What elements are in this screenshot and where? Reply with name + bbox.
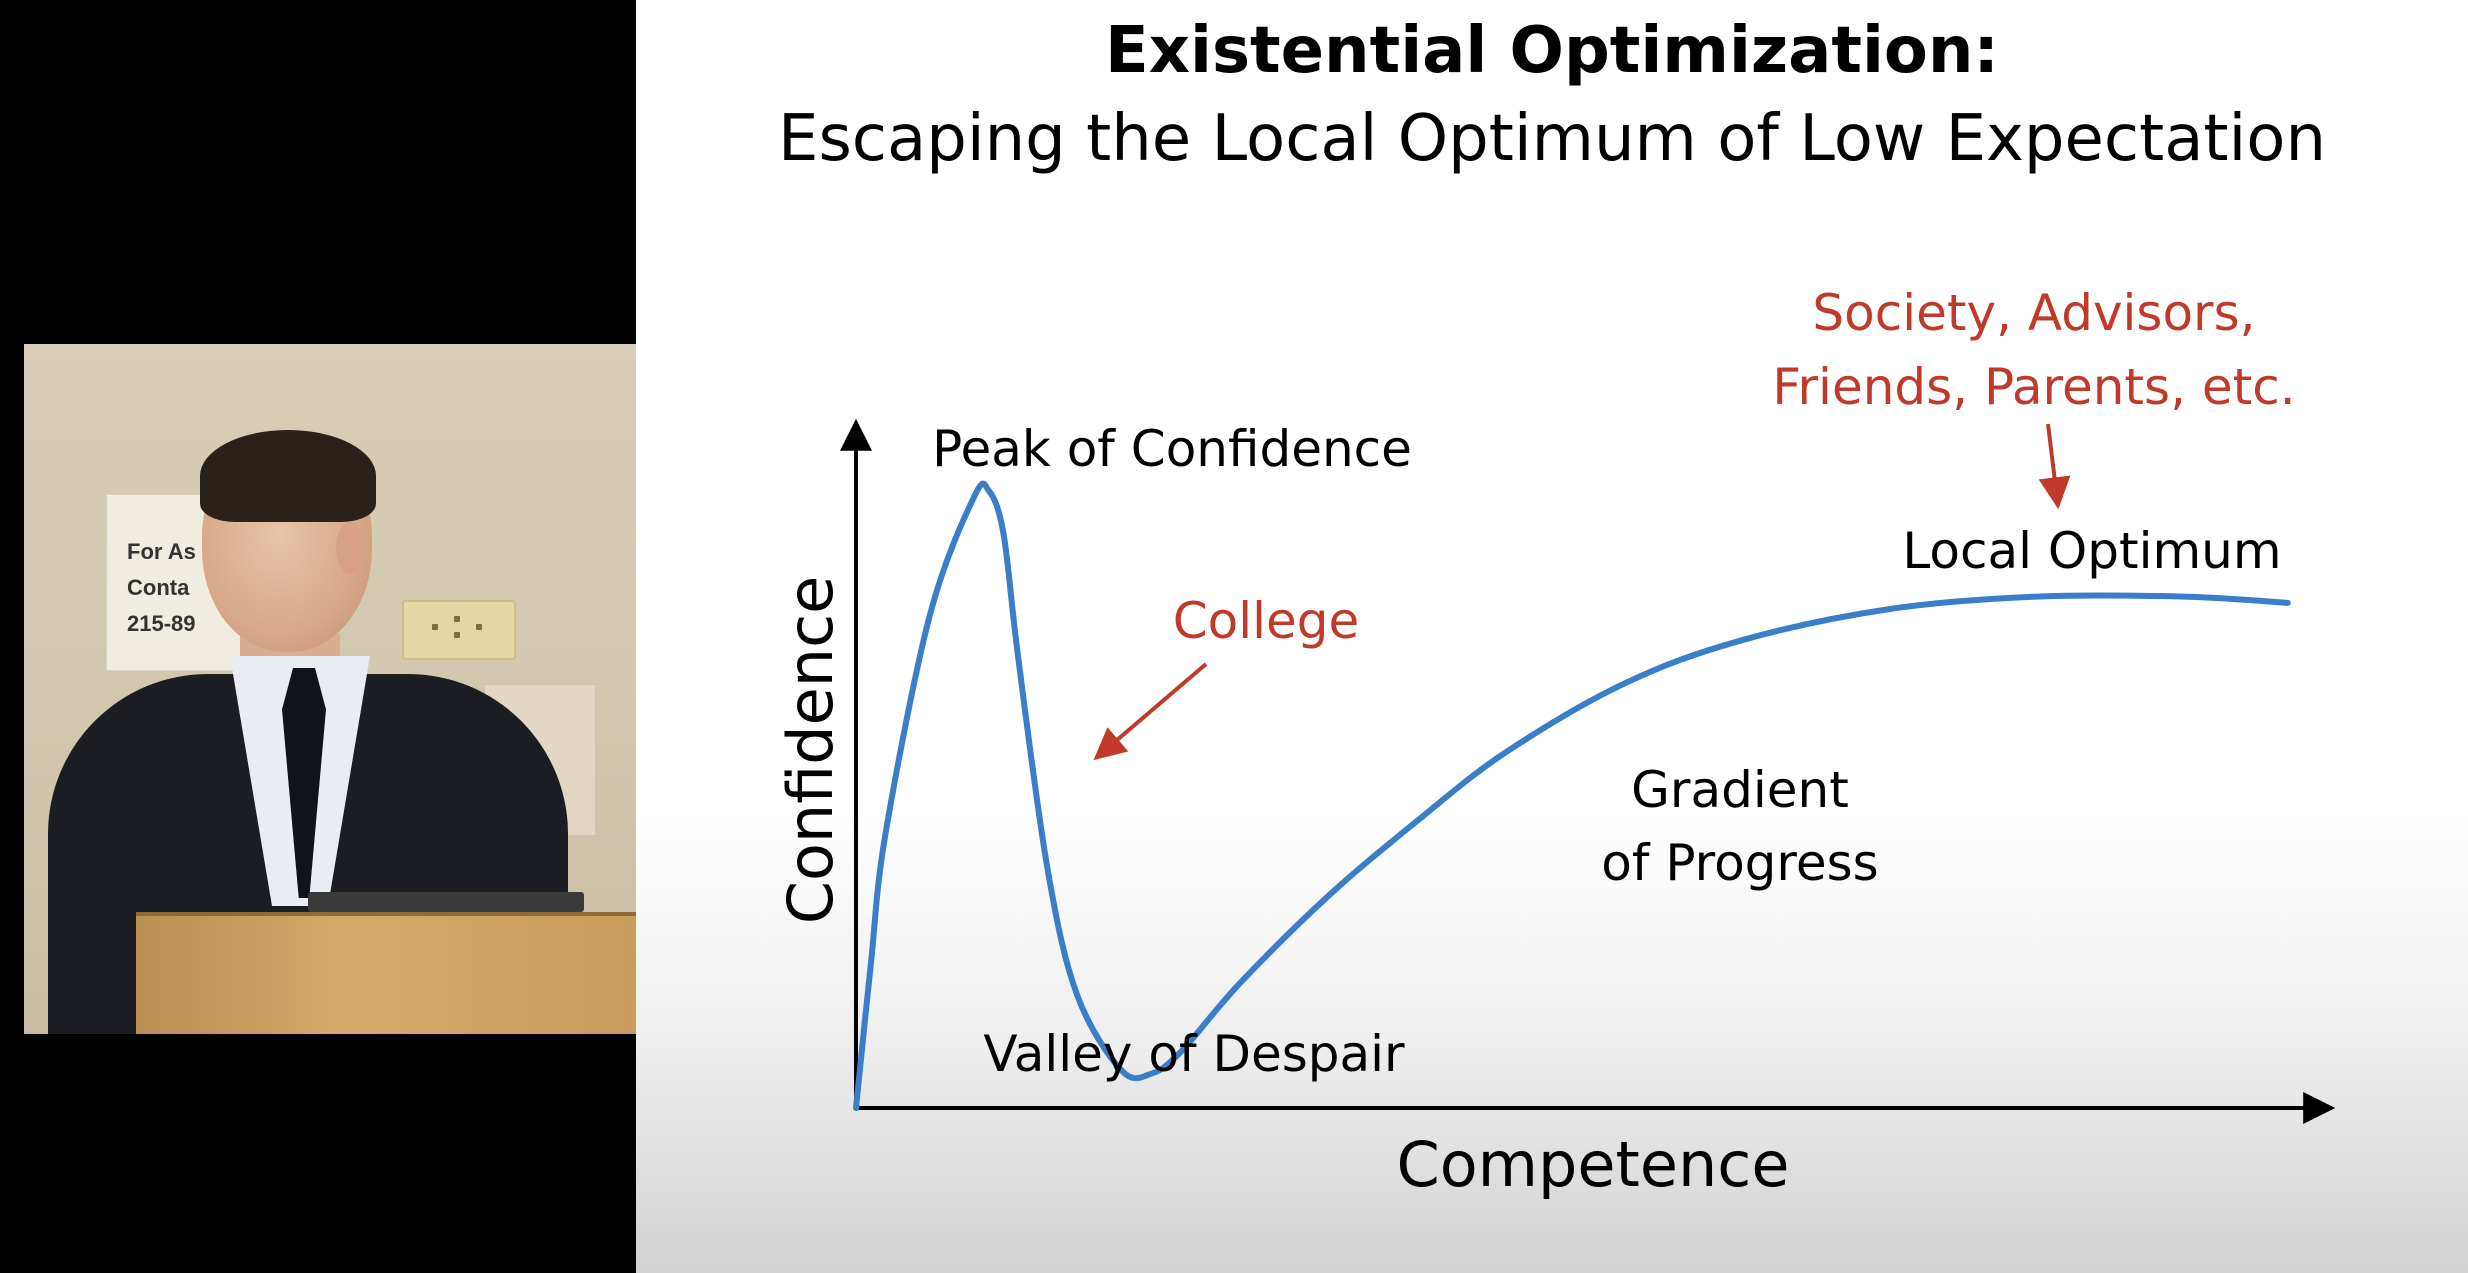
college-arrow — [1093, 662, 1208, 761]
laptop — [308, 892, 584, 912]
confidence-competence-chart: Confidence Competence Peak of Confidence… — [774, 284, 2336, 1201]
college-label: College — [1173, 592, 1360, 650]
confidence-curve — [853, 480, 2291, 1111]
slide-subtitle: Escaping the Local Optimum of Low Expect… — [778, 102, 2326, 176]
wall-sign-line: For As — [127, 539, 196, 564]
wall-sign-line: Conta — [127, 575, 190, 600]
gradient-label-line1: Gradient — [1631, 761, 1849, 819]
society-arrow — [2038, 423, 2071, 510]
peak-of-confidence-label: Peak of Confidence — [932, 420, 1412, 478]
wall-sign-line: 215-89 — [127, 611, 196, 636]
presentation-slide: Existential Optimization: Escaping the L… — [636, 0, 2468, 1273]
local-optimum-label: Local Optimum — [1902, 522, 2281, 580]
slide-title: Existential Optimization: — [1105, 14, 1999, 88]
speaker-hair — [200, 430, 376, 522]
speaker-video: For As Conta 215-89 — [24, 344, 636, 1034]
podium — [136, 912, 636, 1034]
y-axis-label: Confidence — [774, 576, 847, 925]
gradient-label-line2: of Progress — [1601, 834, 1878, 892]
x-axis-label: Competence — [1396, 1128, 1789, 1201]
speaker-ear — [336, 522, 364, 574]
society-label-line1: Society, Advisors, — [1812, 284, 2255, 342]
society-label-line2: Friends, Parents, etc. — [1772, 358, 2295, 416]
valley-of-despair-label: Valley of Despair — [983, 1025, 1405, 1083]
light-switch-plate — [402, 600, 516, 660]
